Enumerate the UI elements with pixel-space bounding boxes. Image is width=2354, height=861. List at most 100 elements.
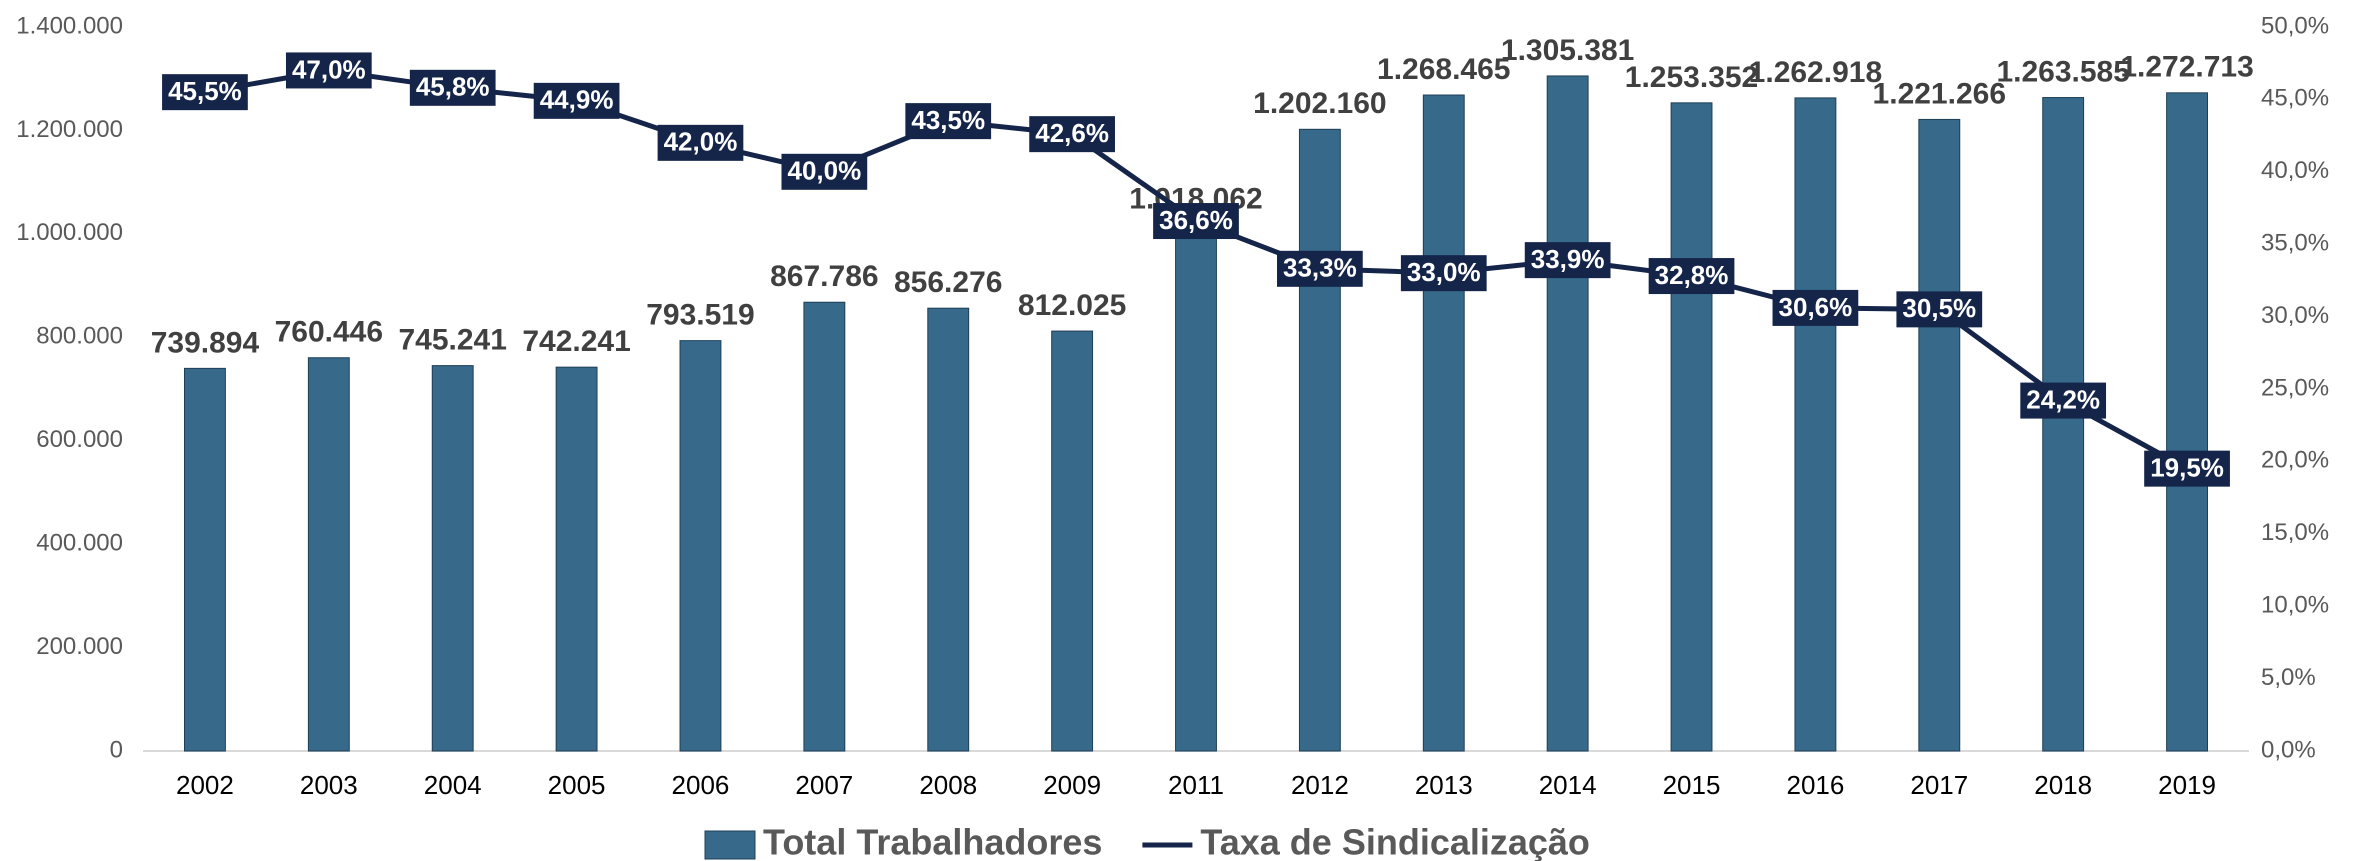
bar bbox=[1670, 102, 1713, 752]
line-value-label: 24,2% bbox=[2020, 382, 2107, 419]
line-value-text: 30,6% bbox=[1779, 292, 1853, 322]
line-value-label: 33,3% bbox=[1277, 250, 1363, 287]
label-box bbox=[2020, 382, 2107, 419]
x-tick-label: 2003 bbox=[300, 770, 358, 800]
line-value-text: 36,6% bbox=[1159, 205, 1233, 235]
line-value-label: 33,9% bbox=[1524, 242, 1611, 279]
legend-swatch bbox=[704, 830, 756, 860]
bar-value-label: 867.786 bbox=[770, 260, 878, 293]
line-value-text: 33,9% bbox=[1531, 244, 1605, 274]
bar bbox=[1298, 128, 1341, 752]
y2-tick-label: 0,0% bbox=[2261, 736, 2316, 763]
bar-value-label: 1.262.918 bbox=[1749, 56, 1882, 89]
x-tick-label: 2011 bbox=[1168, 770, 1224, 800]
bar-value-label: 856.276 bbox=[894, 266, 1002, 299]
y2-tick-label: 10,0% bbox=[2261, 592, 2329, 619]
y2-tick-label: 15,0% bbox=[2261, 519, 2329, 546]
bar-value-label: 1.221.266 bbox=[1873, 77, 2006, 110]
label-box bbox=[657, 124, 744, 161]
bar-value-label: 1.305.381 bbox=[1501, 34, 1634, 67]
label-box bbox=[1153, 203, 1239, 240]
line-value-text: 33,3% bbox=[1283, 253, 1357, 283]
x-tick-label: 2019 bbox=[2158, 770, 2216, 800]
line-value-text: 33,0% bbox=[1407, 257, 1481, 287]
x-tick-label: 2005 bbox=[548, 770, 606, 800]
legend-label: Taxa de Sindicalização bbox=[1200, 822, 1590, 861]
bar bbox=[184, 367, 226, 752]
bar bbox=[927, 307, 970, 752]
line-value-label: 19,5% bbox=[2144, 450, 2230, 487]
bar-value-label: 1.253.352 bbox=[1625, 61, 1758, 94]
label-box bbox=[162, 74, 248, 111]
y2-tick-label: 20,0% bbox=[2261, 447, 2329, 474]
legend-label: Total Trabalhadores bbox=[763, 822, 1102, 861]
x-tick-label: 2016 bbox=[1786, 770, 1844, 800]
line-value-text: 40,0% bbox=[787, 156, 861, 186]
bar-value-label: 745.241 bbox=[398, 324, 506, 357]
label-box bbox=[409, 69, 496, 106]
x-tick-label: 2004 bbox=[424, 770, 482, 800]
line-value-label: 42,6% bbox=[1029, 116, 1115, 153]
legend: Total Trabalhadores Taxa de Sindicalizaçã… bbox=[704, 822, 1590, 861]
label-box bbox=[1524, 242, 1611, 279]
label-box bbox=[1400, 255, 1487, 292]
bar-value-label: 742.241 bbox=[522, 325, 630, 358]
line-value-label: 30,5% bbox=[1896, 291, 1983, 328]
line-value-label: 45,5% bbox=[162, 74, 248, 111]
y-tick-label: 1.000.000 bbox=[16, 219, 123, 246]
bar-value-label: 739.894 bbox=[151, 326, 260, 359]
y-tick-label: 1.200.000 bbox=[16, 116, 123, 143]
bar-value-label: 1.268.465 bbox=[1377, 53, 1510, 86]
label-box bbox=[1772, 289, 1859, 326]
bar bbox=[1546, 75, 1589, 752]
bar-value-label: 793.519 bbox=[646, 299, 754, 332]
line-value-label: 30,6% bbox=[1772, 289, 1859, 326]
x-tick-label: 2013 bbox=[1415, 770, 1473, 800]
x-tick-label: 2007 bbox=[795, 770, 853, 800]
y2-tick-label: 45,0% bbox=[2261, 85, 2329, 112]
label-box bbox=[781, 153, 868, 190]
label-box bbox=[1277, 250, 1363, 287]
line-value-text: 45,8% bbox=[416, 72, 490, 102]
x-tick-label: 2015 bbox=[1663, 770, 1721, 800]
bar bbox=[307, 357, 350, 752]
line-value-label: 47,0% bbox=[285, 52, 372, 89]
line-value-label: 40,0% bbox=[781, 153, 868, 190]
bar-value-label: 1.272.713 bbox=[2120, 51, 2253, 84]
line-value-label: 45,8% bbox=[409, 69, 496, 106]
label-box bbox=[533, 82, 620, 119]
y-tick-label: 0 bbox=[110, 736, 123, 763]
line-value-text: 43,5% bbox=[911, 105, 985, 135]
bar bbox=[1918, 118, 1961, 752]
line-value-label: 44,9% bbox=[533, 82, 620, 119]
y-tick-label: 400.000 bbox=[36, 529, 123, 556]
label-box bbox=[1029, 116, 1115, 153]
line-value-label: 42,0% bbox=[657, 124, 744, 161]
bar bbox=[2042, 97, 2085, 752]
label-box bbox=[1896, 291, 1983, 328]
label-box bbox=[1648, 258, 1735, 295]
y-tick-label: 200.000 bbox=[36, 633, 123, 660]
y2-tick-label: 30,0% bbox=[2261, 302, 2329, 329]
x-tick-label: 2018 bbox=[2034, 770, 2092, 800]
y-tick-label: 1.400.000 bbox=[16, 12, 123, 39]
label-box bbox=[2144, 450, 2230, 487]
bar-value-label: 812.025 bbox=[1018, 289, 1126, 322]
x-tick-label: 2009 bbox=[1043, 770, 1101, 800]
line-value-text: 24,2% bbox=[2026, 384, 2100, 414]
bar bbox=[803, 301, 846, 752]
y-tick-label: 600.000 bbox=[36, 426, 123, 453]
bar-value-label: 1.202.160 bbox=[1253, 87, 1386, 120]
line-value-text: 42,0% bbox=[664, 127, 738, 157]
line-value-label: 36,6% bbox=[1153, 203, 1239, 240]
bar bbox=[1175, 224, 1217, 752]
bar bbox=[679, 340, 722, 752]
bar bbox=[1422, 94, 1465, 752]
y2-tick-label: 50,0% bbox=[2261, 12, 2329, 39]
line-value-label: 43,5% bbox=[905, 103, 992, 140]
y-tick-label: 800.000 bbox=[36, 323, 123, 350]
bar bbox=[555, 366, 598, 752]
bar-value-label: 1.263.585 bbox=[1996, 55, 2129, 88]
line-value-label: 32,8% bbox=[1648, 258, 1735, 295]
line-value-text: 42,6% bbox=[1035, 118, 1109, 148]
